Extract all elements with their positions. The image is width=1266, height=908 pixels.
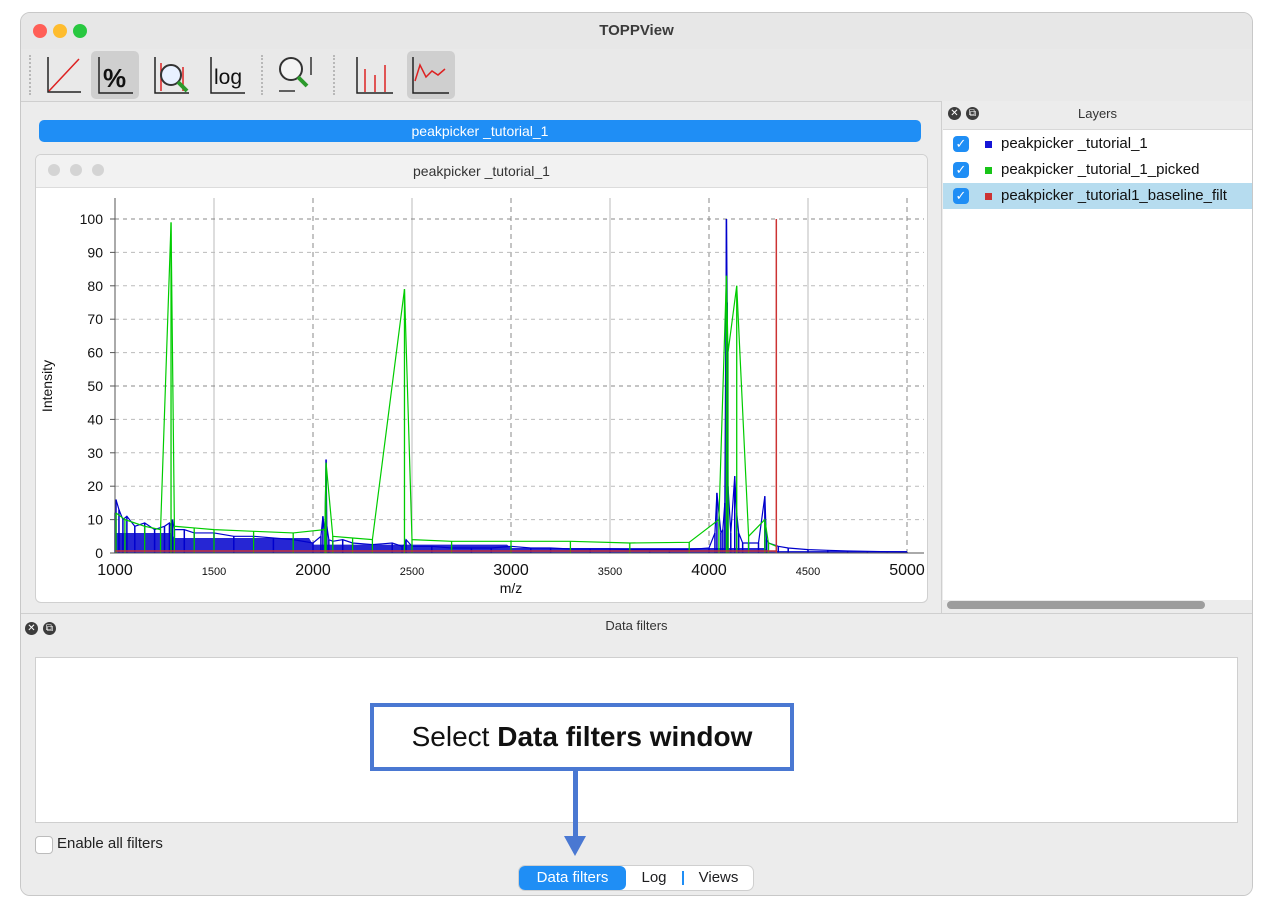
- snap-to-max-button[interactable]: [149, 51, 197, 99]
- minimize-window-button[interactable]: [53, 24, 67, 38]
- picked-series-line: [115, 222, 777, 547]
- callout-bold-text: Data filters window: [497, 721, 753, 752]
- callout-prefix: Select: [411, 721, 498, 752]
- tab-log[interactable]: Log: [641, 869, 667, 886]
- annotation-arrow: [573, 771, 578, 839]
- x-tick-label: 4500: [796, 566, 820, 578]
- toolbar: % log: [21, 49, 1252, 102]
- spectrum-chart[interactable]: 1000 1500 2000 2500 3000 3500 4000 4500 5000 0 10 2…: [36, 188, 927, 601]
- toolbar-separator: [261, 55, 263, 95]
- layer-checkbox[interactable]: ✓: [953, 188, 969, 204]
- subwindow-minimize-button[interactable]: [70, 164, 82, 176]
- annotation-arrow-head: [564, 836, 586, 856]
- layer-row[interactable]: ✓ peakpicker _tutorial_1: [943, 131, 1252, 157]
- y-tick-label: 30: [87, 445, 103, 461]
- subwindow-zoom-button[interactable]: [92, 164, 104, 176]
- svg-text:%: %: [103, 63, 126, 93]
- tab-data-filters[interactable]: Data filters: [519, 866, 626, 890]
- x-tick-label: 5000: [889, 562, 925, 579]
- tab-divider: [682, 871, 684, 885]
- layers-horizontal-scrollbar[interactable]: [947, 601, 1205, 609]
- subwindow-close-button[interactable]: [48, 164, 60, 176]
- percentage-intensity-button[interactable]: %: [91, 51, 139, 99]
- x-tick-label: 2000: [295, 562, 331, 579]
- x-tick-label: 1500: [202, 566, 226, 578]
- enable-all-filters-label: Enable all filters: [57, 835, 163, 852]
- layer-row-selected[interactable]: ✓ peakpicker _tutorial1_baseline_filt: [943, 183, 1252, 209]
- bottom-dock-tabs: Data filters Log Views: [519, 866, 753, 890]
- stick-peaks-button[interactable]: [351, 51, 399, 99]
- layer-list: ✓ peakpicker _tutorial_1 ✓ peakpicker _t…: [943, 129, 1252, 600]
- profile-noise-band: [115, 532, 907, 553]
- main-window: TOPPView %: [20, 12, 1253, 896]
- y-tick-label: 60: [87, 345, 103, 361]
- enable-all-filters-checkbox[interactable]: [35, 836, 53, 854]
- title-bar: TOPPView: [21, 13, 1252, 49]
- zoom-window-button[interactable]: [73, 24, 87, 38]
- canvas-tab[interactable]: peakpicker _tutorial_1: [39, 120, 921, 142]
- zoom-fit-button[interactable]: [271, 51, 319, 99]
- linear-intensity-icon: [47, 57, 81, 93]
- spectrum-subwindow: peakpicker _tutorial_1 1000 1500 2000 2500 3…: [35, 154, 928, 603]
- svg-text:log: log: [214, 66, 242, 89]
- float-panel-icon[interactable]: ⧉: [966, 107, 979, 120]
- x-tick-label: 3000: [493, 562, 529, 579]
- close-panel-icon[interactable]: ✕: [25, 622, 38, 635]
- connected-lines-button[interactable]: [407, 51, 455, 99]
- log-intensity-button[interactable]: log: [203, 51, 251, 99]
- x-tick-label: 3500: [598, 566, 622, 578]
- layers-title: Layers: [1077, 106, 1118, 121]
- y-tick-label: 90: [87, 244, 103, 260]
- y-tick-label: 20: [87, 478, 103, 494]
- close-panel-icon[interactable]: ✕: [948, 107, 961, 120]
- snap-magnifier-icon: [154, 57, 189, 94]
- layer-name: peakpicker _tutorial_1: [1001, 135, 1148, 152]
- y-tick-label: 80: [87, 278, 103, 294]
- zoom-arrows-icon: [279, 57, 312, 92]
- y-tick-label: 70: [87, 311, 103, 327]
- x-tick-label: 4000: [691, 562, 727, 579]
- data-filters-title: Data filters: [605, 618, 668, 633]
- y-tick-label: 100: [80, 211, 104, 227]
- y-axis-label: Intensity: [39, 360, 55, 412]
- window-title: TOPPView: [599, 22, 674, 39]
- layer-row[interactable]: ✓ peakpicker _tutorial_1_picked: [943, 157, 1252, 183]
- toolbar-separator: [333, 55, 335, 95]
- x-tick-label: 1000: [97, 562, 133, 579]
- layer-color-swatch: [985, 141, 992, 148]
- tab-views[interactable]: Views: [698, 869, 739, 886]
- layer-name: peakpicker _tutorial_1_picked: [1001, 161, 1200, 178]
- log-icon: log: [210, 57, 245, 94]
- linear-intensity-button[interactable]: [39, 51, 87, 99]
- percentage-icon: %: [98, 57, 133, 94]
- annotation-callout: Select Data filters window: [370, 703, 794, 771]
- y-tick-label: 50: [87, 378, 103, 394]
- line-plot-icon: [412, 57, 449, 94]
- y-tick-label: 10: [87, 512, 103, 528]
- y-tick-label: 40: [87, 411, 103, 427]
- subwindow-title: peakpicker _tutorial_1: [413, 163, 550, 179]
- plot-area: [115, 198, 924, 553]
- layer-color-swatch: [985, 193, 992, 200]
- layers-header: ✕ ⧉ Layers: [942, 101, 1252, 127]
- float-panel-icon[interactable]: ⧉: [43, 622, 56, 635]
- layer-checkbox[interactable]: ✓: [953, 136, 969, 152]
- toolbar-separator: [29, 55, 31, 95]
- layers-panel: ✕ ⧉ Layers ✓ peakpicker _tutorial_1 ✓ pe…: [941, 101, 1252, 613]
- layer-checkbox[interactable]: ✓: [953, 162, 969, 178]
- stick-peaks-icon: [356, 57, 393, 94]
- y-tick-label: 0: [95, 545, 103, 561]
- x-axis-label: m/z: [500, 580, 523, 596]
- layer-color-swatch: [985, 167, 992, 174]
- layer-name: peakpicker _tutorial1_baseline_filt: [1001, 187, 1227, 204]
- subwindow-title-bar: peakpicker _tutorial_1: [36, 155, 927, 188]
- close-window-button[interactable]: [33, 24, 47, 38]
- x-tick-label: 2500: [400, 566, 424, 578]
